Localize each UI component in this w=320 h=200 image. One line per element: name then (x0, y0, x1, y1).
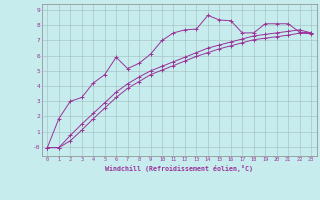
X-axis label: Windchill (Refroidissement éolien,°C): Windchill (Refroidissement éolien,°C) (105, 165, 253, 172)
